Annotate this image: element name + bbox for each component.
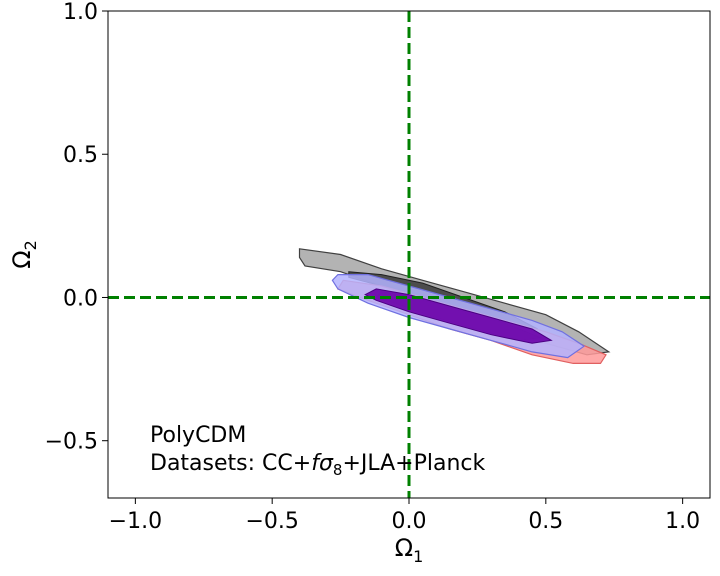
y-axis-label: Ω2 <box>8 240 40 269</box>
x-tick-label: 1.0 <box>665 509 700 534</box>
y-tick-label: −0.5 <box>45 430 98 455</box>
x-axis-label: Ω1 <box>395 534 424 566</box>
annotation-datasets: Datasets: CC+fσ8+JLA+Planck <box>150 451 486 479</box>
x-tick-label: 0.5 <box>528 509 563 534</box>
reference-lines <box>108 11 710 498</box>
x-tick-label: −0.5 <box>245 509 298 534</box>
annotation-model: PolyCDM <box>150 423 246 448</box>
x-axis-ticks: −1.0 −0.5 0.0 0.5 1.0 <box>109 498 700 534</box>
y-tick-label: 1.0 <box>63 0 98 25</box>
contour-2-inner <box>364 288 553 344</box>
contour-layer <box>298 248 611 364</box>
y-axis-ticks: −0.5 0.0 0.5 1.0 <box>45 0 108 455</box>
x-tick-label: 0.0 <box>392 509 427 534</box>
y-tick-label: 0.5 <box>63 143 98 168</box>
x-tick-label: −1.0 <box>109 509 162 534</box>
y-tick-label: 0.0 <box>63 286 98 311</box>
